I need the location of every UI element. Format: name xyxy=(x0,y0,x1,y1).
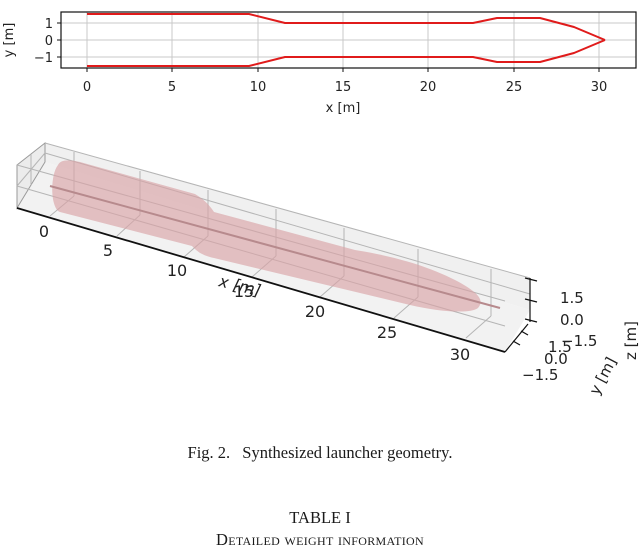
x3d-tick-label: 5 xyxy=(103,241,113,260)
y-axis-3d xyxy=(504,323,529,353)
x3d-tick-label: 20 xyxy=(305,302,325,321)
x-tick-label: 20 xyxy=(420,80,437,95)
y3d-tick-label: −1.5 xyxy=(522,366,558,384)
figure-caption-text: Synthesized launcher geometry. xyxy=(242,443,453,462)
x-axis-3d xyxy=(16,207,506,353)
plot-3d-view: 0 5 10 15 20 25 30 x [m] 1.5 0.0 −1.5 1.… xyxy=(16,141,640,398)
figure-caption: Fig. 2. Synthesized launcher geometry. xyxy=(0,443,640,463)
figure-2: 1 0 −1 y [m] 0 5 10 15 20 25 30 x [m] xyxy=(2,11,640,398)
z-axis-3d xyxy=(524,277,538,323)
y-tick-label: 0 xyxy=(45,34,53,49)
x-tick-label: 30 xyxy=(591,80,608,95)
x-tick-label: 25 xyxy=(506,80,523,95)
table-subtitle: Detailed weight information xyxy=(216,530,424,549)
x-tick-label: 15 xyxy=(335,80,352,95)
launcher-contour xyxy=(87,13,606,67)
y3d-tick-label: 0.0 xyxy=(544,350,568,368)
y-axis-label: y [m] xyxy=(2,23,17,58)
figure-number: Fig. 2. xyxy=(187,443,231,462)
z-tick-label: 0.0 xyxy=(560,311,584,329)
z-tick-label: 1.5 xyxy=(560,289,584,307)
y3d-tick-label: 1.5 xyxy=(548,338,572,356)
x-axis-label: x [m] xyxy=(326,101,361,116)
x3d-tick-label: 15 xyxy=(234,282,254,301)
z3d-axis-label: z [m] xyxy=(622,321,640,360)
x-tick-label: 0 xyxy=(83,80,91,95)
x3d-tick-label: 10 xyxy=(167,261,187,280)
y-tick-label: −1 xyxy=(34,51,53,66)
x3d-tick-label: 25 xyxy=(377,323,397,342)
x-tick-label: 5 xyxy=(168,80,176,95)
plot-2d-top-view: 1 0 −1 y [m] 0 5 10 15 20 25 30 x [m] xyxy=(2,11,637,116)
x3d-tick-label: 0 xyxy=(39,222,49,241)
x-tick-label: 10 xyxy=(250,80,267,95)
x3d-tick-label: 30 xyxy=(450,345,470,364)
y-tick-label: 1 xyxy=(45,17,53,32)
body-axis-line xyxy=(49,185,501,309)
table-title: TABLE I xyxy=(289,508,351,527)
z-tick-label: −1.5 xyxy=(561,332,597,350)
y3d-axis-label: y [m] xyxy=(586,354,621,398)
